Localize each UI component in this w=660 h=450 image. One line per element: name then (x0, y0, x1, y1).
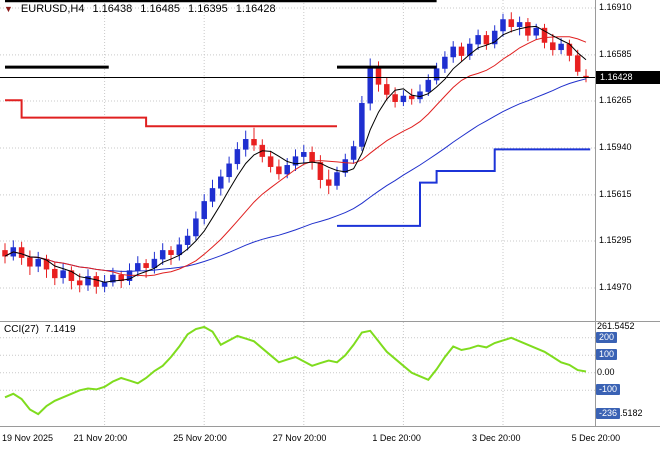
candle-body (475, 35, 481, 45)
chart-header: ▼ EURUSD,H4 1.16438 1.16485 1.16395 1.16… (4, 3, 276, 15)
candle-body (218, 176, 224, 189)
candle-body (68, 270, 75, 281)
candle-body (110, 274, 116, 283)
candle-body (417, 91, 423, 100)
candle-body (201, 201, 207, 219)
candle-body (508, 19, 515, 27)
candle-body (276, 166, 282, 175)
ohlc-close-value: 1.16428 (235, 3, 276, 15)
candle-body (375, 66, 382, 85)
candle-body (359, 102, 365, 147)
candle-body (143, 263, 149, 268)
cci-indicator-value: 7.1419 (45, 324, 76, 335)
symbol-timeframe-label: EURUSD,H4 (20, 3, 85, 15)
symbol-marker-icon: ▼ (4, 3, 13, 14)
candle-body (76, 280, 83, 286)
candle-body (433, 68, 440, 81)
candle-body (301, 152, 307, 157)
candle-body (533, 27, 539, 36)
ma-blue-line (4, 78, 587, 272)
candle-body (93, 276, 100, 287)
candle-body (442, 56, 448, 69)
price-axis[interactable] (595, 0, 660, 427)
candle-body (467, 43, 473, 56)
support-step-line (337, 148, 591, 227)
candle-body (450, 46, 456, 58)
time-axis-separator (0, 426, 660, 427)
cci-indicator-label: CCI(27) 7.1419 (4, 324, 76, 335)
cci-line (4, 325, 587, 416)
time-axis[interactable] (0, 427, 660, 450)
pane-separator[interactable] (0, 321, 660, 322)
candle-body (408, 95, 415, 100)
candle-body (251, 139, 257, 146)
candle-body (342, 159, 349, 173)
candle-body (550, 42, 556, 51)
candle-body (184, 235, 191, 245)
cci-indicator-name: CCI(27) (4, 324, 40, 335)
candle-body (516, 22, 523, 27)
candle-body (135, 263, 141, 271)
candle-body (525, 22, 531, 36)
candle-body (176, 244, 183, 256)
candle-body (574, 55, 581, 72)
candle-body (317, 162, 324, 180)
candle-body (334, 172, 340, 186)
candle-body (193, 218, 199, 237)
candle-body (458, 46, 465, 56)
candle-body (541, 27, 548, 43)
candle-body (118, 274, 124, 282)
candle-body (85, 276, 91, 286)
candle-body (209, 188, 216, 202)
candle-body (350, 146, 357, 160)
candle-body (168, 250, 174, 255)
candle-body (35, 258, 41, 267)
candle-body (242, 139, 249, 150)
candle-body (292, 156, 299, 166)
candle-body (101, 281, 108, 287)
candle-body (267, 156, 274, 167)
candle-body (367, 66, 373, 104)
candle-body (52, 268, 58, 279)
candle-body (159, 250, 166, 260)
ohlc-open-value: 1.16438 (92, 3, 133, 15)
resistance-step-line (5, 99, 337, 128)
ohlc-high-value: 1.16485 (140, 3, 181, 15)
candle-body (400, 95, 407, 103)
candle-body (27, 257, 33, 267)
candle-body (483, 35, 490, 45)
candle-body (18, 247, 25, 258)
candle-body (491, 30, 498, 45)
current-price-badge: 1.16428 (596, 71, 660, 84)
candle-body (558, 43, 564, 51)
candle-body (392, 94, 398, 102)
ohlc-low-value: 1.16395 (188, 3, 228, 15)
candle-body (384, 84, 390, 95)
candle-body (500, 19, 506, 32)
ma-red-line (4, 36, 587, 277)
candle-body (425, 79, 432, 92)
candle-body (284, 165, 290, 175)
candle-body (325, 179, 332, 186)
candle-body (60, 270, 66, 279)
candle-body (234, 149, 241, 165)
candle-body (226, 163, 232, 178)
price-axis-separator (595, 0, 596, 427)
ma-black-line (4, 25, 587, 283)
